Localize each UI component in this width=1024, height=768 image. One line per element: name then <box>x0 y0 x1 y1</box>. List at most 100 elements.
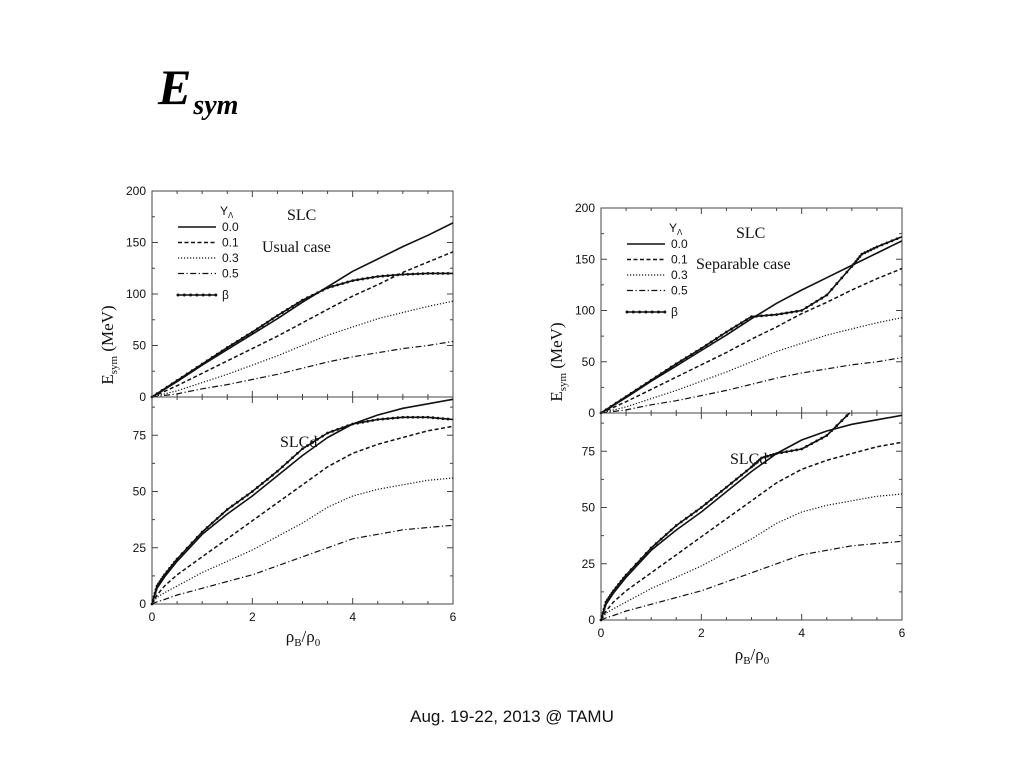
beta-marker <box>426 272 430 275</box>
beta-marker <box>240 336 244 340</box>
series-line <box>601 317 902 413</box>
legend-header: YΛ <box>220 204 234 220</box>
beta-marker <box>316 437 319 441</box>
x-tick-label: 2 <box>698 626 705 640</box>
beta-marker <box>421 272 425 276</box>
beta-marker <box>606 598 609 602</box>
beta-marker <box>215 352 219 356</box>
beta-marker <box>180 552 184 555</box>
beta-marker <box>760 456 763 460</box>
beta-marker <box>714 493 718 497</box>
beta-marker <box>775 452 778 455</box>
beta-marker <box>158 580 162 583</box>
beta-marker <box>441 417 445 420</box>
beta-marker <box>604 600 608 604</box>
beta-marker <box>431 416 435 420</box>
beta-marker <box>250 330 254 334</box>
beta-marker <box>271 317 274 321</box>
beta-marker <box>215 517 219 520</box>
beta-marker <box>336 428 340 431</box>
beta-marker <box>689 353 693 356</box>
beta-marker <box>168 567 171 570</box>
beta-marker <box>840 419 844 423</box>
y-tick-label: 50 <box>582 355 596 369</box>
legend-beta-marker <box>663 310 667 314</box>
beta-marker <box>230 504 234 508</box>
beta-marker <box>603 604 607 607</box>
beta-marker <box>775 313 778 316</box>
legend-beta-marker <box>631 310 635 314</box>
beta-marker <box>431 272 435 275</box>
beta-marker <box>755 314 758 318</box>
y-tick-label: 25 <box>133 541 147 555</box>
legend-label: 0.1 <box>222 236 239 250</box>
beta-marker <box>265 320 269 324</box>
beta-marker <box>760 314 763 318</box>
beta-marker <box>845 270 849 274</box>
beta-marker <box>240 497 244 501</box>
beta-marker <box>644 552 648 555</box>
beta-marker <box>185 372 189 376</box>
y-axis-label: Esym (MeV) <box>98 305 120 384</box>
beta-marker <box>644 382 648 385</box>
legend-beta-marker <box>182 293 186 297</box>
beta-marker <box>624 395 628 398</box>
beta-marker <box>800 309 804 312</box>
beta-marker <box>659 537 663 541</box>
beta-marker <box>869 248 873 252</box>
beta-marker <box>371 275 375 279</box>
beta-marker <box>311 441 314 444</box>
beta-marker <box>235 339 239 343</box>
beta-marker <box>674 524 678 527</box>
beta-marker <box>872 246 876 250</box>
series-line <box>601 267 902 413</box>
beta-marker <box>356 278 360 282</box>
beta-marker <box>371 419 375 422</box>
beta-marker <box>858 255 862 258</box>
beta-marker <box>200 530 204 534</box>
beta-marker <box>220 349 224 353</box>
legend-beta-marker <box>650 310 654 314</box>
slide-footer: Aug. 19-22, 2013 @ TAMU <box>410 707 614 726</box>
beta-marker <box>225 508 229 511</box>
beta-marker <box>441 272 445 275</box>
beta-marker <box>331 284 334 288</box>
legend-beta-marker <box>208 293 211 297</box>
x-axis-label-sub: B <box>743 655 750 667</box>
beta-marker <box>165 385 169 389</box>
beta-marker <box>790 310 794 314</box>
beta-marker <box>163 573 166 577</box>
chart-panel-right-bottom: 0 25 50 75 0 2 4 6 SLCd <box>582 412 906 640</box>
y-tick-label: 50 <box>133 485 147 499</box>
beta-marker <box>153 591 157 595</box>
beta-marker <box>752 463 755 467</box>
beta-marker <box>351 279 355 283</box>
beta-marker <box>291 304 294 308</box>
beta-marker <box>880 243 884 247</box>
beta-marker <box>170 382 174 386</box>
beta-marker <box>863 251 867 255</box>
beta-marker <box>250 490 254 493</box>
legend-beta-marker <box>644 310 648 314</box>
beta-marker <box>157 582 160 586</box>
beta-marker <box>750 465 753 469</box>
beta-marker <box>815 299 819 303</box>
beta-marker <box>220 512 224 516</box>
y-tick-label: 0 <box>139 390 146 404</box>
beta-marker <box>341 282 345 285</box>
beta-marker <box>614 586 618 589</box>
beta-marker <box>730 481 733 485</box>
panel-annotation: SLC <box>287 207 316 224</box>
beta-marker <box>396 273 400 277</box>
beta-marker <box>190 369 194 373</box>
legend-label: β <box>222 288 229 302</box>
beta-marker <box>735 324 738 328</box>
chart-panel-left-bottom: 0 25 50 75 0 2 4 6 SLCd <box>133 396 457 624</box>
legend-beta-marker <box>189 293 193 297</box>
beta-marker <box>649 378 653 382</box>
beta-marker <box>725 330 728 334</box>
beta-marker <box>709 498 713 501</box>
beta-marker <box>649 546 653 550</box>
beta-marker <box>210 356 214 359</box>
beta-marker <box>610 591 614 595</box>
